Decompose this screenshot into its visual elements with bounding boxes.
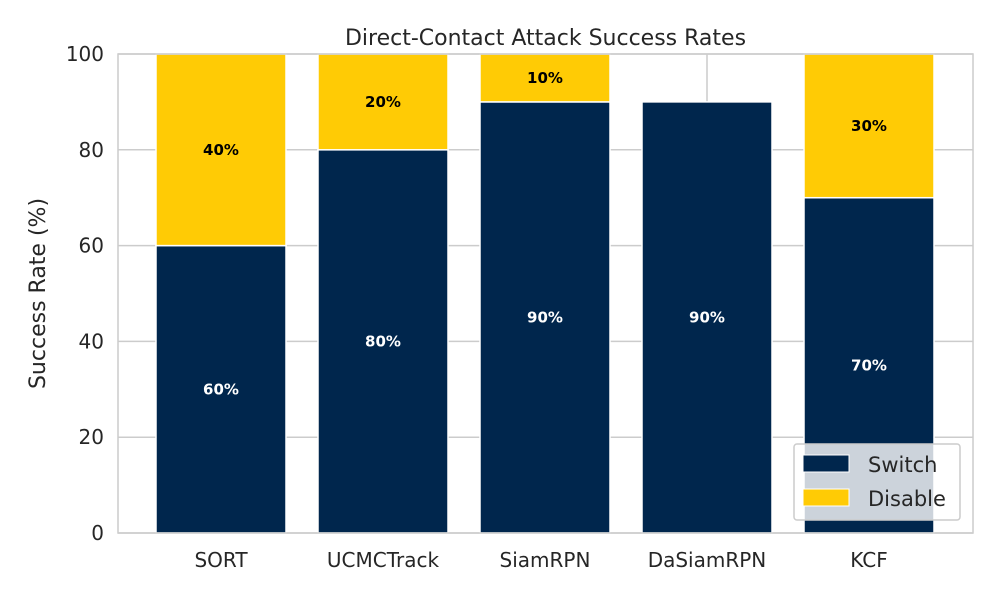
- y-tick-label: 40: [79, 329, 104, 353]
- y-tick-label: 0: [91, 521, 104, 545]
- bar-disable-siamrpn: [479, 53, 611, 103]
- bar-switch-ucmctrack: [317, 149, 449, 534]
- bar-switch-siamrpn: [479, 101, 611, 534]
- data-label-switch-dasiamrpn: 90%: [689, 308, 725, 326]
- bar-disable-sort: [155, 53, 287, 247]
- bars: [155, 53, 935, 534]
- legend: Switch Disable: [793, 443, 961, 521]
- y-tick-label: 20: [79, 425, 104, 449]
- bar-switch-dasiamrpn: [641, 101, 773, 534]
- legend-swatch-switch: [802, 454, 850, 473]
- data-label-switch-siamrpn: 90%: [527, 308, 563, 326]
- data-label-disable-ucmctrack: 20%: [365, 93, 401, 111]
- legend-swatch-disable: [802, 488, 850, 507]
- data-labels: 60% 40% 80% 20% 90% 10% 90% 70% 30%: [203, 69, 887, 398]
- data-label-switch-ucmctrack: 80%: [365, 332, 401, 350]
- legend-label-switch: Switch: [868, 453, 937, 477]
- y-axis-label: Success Rate (%): [26, 198, 51, 389]
- x-tick-label: KCF: [850, 548, 888, 572]
- data-label-switch-kcf: 70%: [851, 356, 887, 374]
- bar-disable-kcf: [803, 53, 935, 199]
- data-label-disable-sort: 40%: [203, 141, 239, 159]
- x-tick-labels: SORT UCMCTrack SiamRPN DaSiamRPN KCF: [194, 548, 887, 572]
- y-tick-label: 100: [66, 42, 104, 66]
- x-tick-label: SiamRPN: [500, 548, 591, 572]
- legend-label-disable: Disable: [868, 487, 946, 511]
- bar-disable-ucmctrack: [317, 53, 449, 151]
- y-tick-label: 80: [79, 138, 104, 162]
- y-tick-label: 60: [79, 234, 104, 258]
- legend-items: Switch Disable: [802, 453, 946, 511]
- data-label-disable-siamrpn: 10%: [527, 69, 563, 87]
- x-tick-label: DaSiamRPN: [648, 548, 767, 572]
- plot-frame: [117, 53, 974, 534]
- x-tick-label: SORT: [194, 548, 248, 572]
- data-label-disable-kcf: 30%: [851, 117, 887, 135]
- x-tick-label: UCMCTrack: [327, 548, 440, 572]
- bar-switch-sort: [155, 244, 287, 534]
- y-tick-labels: 0 20 40 60 80 100: [66, 42, 104, 545]
- chart-title: Direct-Contact Attack Success Rates: [345, 26, 746, 51]
- data-label-switch-sort: 60%: [203, 380, 239, 398]
